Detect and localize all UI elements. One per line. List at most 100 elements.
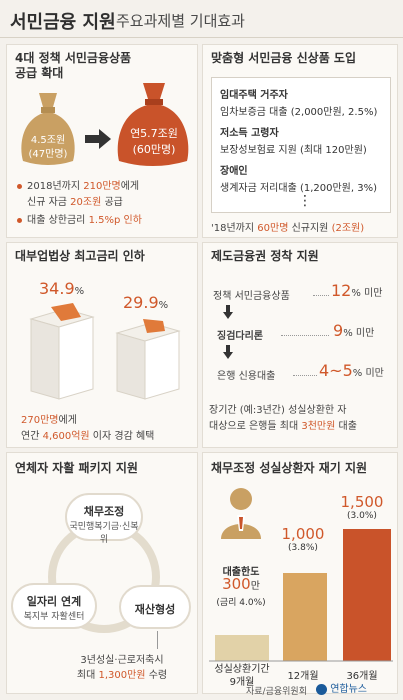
bullet-dot [17, 183, 22, 189]
section-title: 제도금융권 정착 지원 [211, 249, 319, 263]
money-bag-icon [21, 93, 75, 165]
bar-rate-label: (3.0%) [347, 511, 377, 521]
unit: % [158, 300, 169, 311]
highlight: 1.5%p 인하 [88, 215, 142, 226]
section-title: 연체자 자활 패키지 지원 [15, 461, 138, 475]
logo-text: 연합뉴스 [330, 684, 367, 695]
bar [215, 635, 269, 661]
institutional-footnote: 장기간 (예:3년간) 성실상환한 자 대상으로 은행들 최대 3천만원 대출 [209, 403, 397, 435]
bar [283, 573, 327, 661]
text: 신규지원 [288, 223, 332, 234]
rate-row-label: 은행 신용대출 [217, 371, 276, 382]
product-head: 저소득 고령자 [220, 128, 279, 139]
source-note: 자료/금융위원회 [246, 687, 307, 697]
highlight: 270만명 [21, 415, 59, 426]
highlight: 20조원 [70, 197, 102, 208]
section-institutional-finance: 제도금융권 정착 지원 정책 서민금융상품 12% 미만 징검다리론 9% 미만… [202, 242, 398, 448]
node-subtitle: 국민행복기금·신복위 [69, 522, 139, 545]
title-line-2: 공급 확대 [15, 66, 64, 80]
category-label: 36개월 [346, 671, 378, 682]
person-icon [221, 488, 261, 539]
job-linkage-node: 일자리 연계 복지부 자활센터 [11, 583, 97, 629]
node-subtitle: 복지부 자활센터 [23, 612, 85, 622]
text: 에게 [58, 415, 77, 426]
right-bag-people: (60만명) [132, 143, 176, 156]
bar-rate-label: (금리 4.0%) [216, 598, 266, 608]
bullet-new-funds: 2018년까지 210만명에게 신규 자금 20조원 공급 [17, 179, 139, 211]
value: 29.9 [123, 293, 159, 312]
bar-rate-label: (3.8%) [288, 543, 318, 553]
section-title: 대부업법상 최고금리 인하 [15, 249, 145, 263]
section-debt-repayment-support: 채무조정 성실상환자 재기 지원 대출한도 300만 (금리 4.0%) 1,0… [202, 452, 398, 694]
rate-row-label: 징검다리론 [217, 331, 263, 342]
section-new-products: 맞춤형 서민금융 신상품 도입 임대주택 거주자 임차보증금 대출 (2,000… [202, 44, 398, 238]
product-item: 저소득 고령자 보장성보험료 지원 (최대 120만원) [220, 124, 367, 156]
highlight: 1,300만원 [98, 670, 146, 681]
bar-value-label: 1,500 [340, 493, 384, 511]
asset-building-footnote: 3년성실·근로저축시 최대 1,300만원 수령 [47, 653, 197, 683]
suffix: % 미만 [343, 328, 375, 339]
category-label: 성실상환기간 9개월 [207, 663, 277, 689]
value: 4~5 [319, 361, 353, 380]
text: 신규 자금 [27, 197, 71, 208]
text: 성실상환기간 [214, 664, 270, 675]
product-desc: 보장성보험료 지원 (최대 120만원) [220, 145, 367, 156]
section-self-reliance-package: 연체자 자활 패키지 지원 채무조정 국민행복기금·신복위 일자리 연계 복지부… [6, 452, 198, 694]
section-title: 4대 정책 서민금융상품 공급 확대 [15, 51, 131, 81]
suffix: % 미만 [352, 368, 384, 379]
debt-adjustment-node: 채무조정 국민행복기금·신복위 [65, 493, 143, 545]
unit: 만 [250, 581, 260, 592]
highlight: 60만명 [257, 223, 289, 234]
highlight: 4,600억원 [42, 431, 90, 442]
new-products-footnote: '18년까지 60만명 신규지원 (2조원) [211, 219, 364, 234]
dotted-leader [313, 295, 329, 296]
product-desc: 생계자금 저리대출 (1,200만원, 3%) [220, 183, 378, 194]
value: 12 [331, 281, 352, 300]
highlight: 3천만원 [301, 421, 336, 432]
value: 34.9 [39, 279, 75, 298]
rate-before: 34.9% [39, 279, 84, 298]
node-title: 일자리 연계 [26, 595, 82, 608]
value: 300 [222, 575, 251, 593]
right-bag-amount: 연5.7조원 [130, 127, 178, 140]
text: 3년성실·근로저축시 [80, 655, 164, 666]
text: 공급 [101, 197, 123, 208]
text: 에게 [120, 181, 140, 192]
yonhap-logo: 연합뉴스 [316, 680, 367, 695]
text: 9개월 [229, 677, 255, 688]
value: 9 [333, 321, 344, 340]
product-head: 장애인 [220, 166, 248, 177]
more-dots: ⋮ [298, 193, 312, 209]
arrow-right-icon [85, 129, 111, 149]
text: 대출 [335, 421, 357, 432]
cash-stack-icon [115, 319, 181, 400]
text: 2018년까지 [27, 181, 84, 192]
text: 이자 경감 혜택 [89, 431, 155, 442]
text: '18년까지 [211, 223, 258, 234]
dotted-leader [293, 375, 317, 376]
text: 대출 상한금리 [27, 215, 89, 226]
rate-row-value: 12% 미만 [331, 281, 382, 300]
product-head: 임대주택 거주자 [220, 90, 288, 101]
bar-value-label: 300만 [211, 575, 271, 593]
text: 최대 [76, 670, 99, 681]
rate-after: 29.9% [123, 293, 168, 312]
unit: % [74, 286, 85, 297]
bar [343, 529, 391, 661]
section-supply-expansion: 4대 정책 서민금융상품 공급 확대 4.5조원 (47만명) 연5.7조원 (… [6, 44, 198, 238]
rate-row-value: 9% 미만 [333, 321, 374, 340]
arrow-down-icon [223, 305, 233, 319]
section-max-rate-cut: 대부업법상 최고금리 인하 34.9% 29.9% 270만명에게 연간 4,6… [6, 242, 198, 448]
product-desc: 임차보증금 대출 (2,000만원, 2.5%) [220, 107, 378, 118]
left-bag-people: (47만명) [28, 149, 68, 160]
bar-value-label: 1,000 [281, 525, 325, 543]
rate-row-label: 정책 서민금융상품 [213, 291, 290, 302]
bullet-rate-cut: 대출 상한금리 1.5%p 인하 [17, 213, 142, 229]
money-bag-icon [117, 83, 189, 166]
text: 연간 [21, 431, 43, 442]
logo-mark-icon [316, 683, 327, 695]
suffix: % 미만 [351, 288, 383, 299]
highlight: 210만명 [83, 181, 121, 192]
header: 서민금융 지원 주요과제별 기대효과 [0, 0, 403, 38]
text: 장기간 (예:3년간) 성실상환한 자 [209, 405, 347, 416]
